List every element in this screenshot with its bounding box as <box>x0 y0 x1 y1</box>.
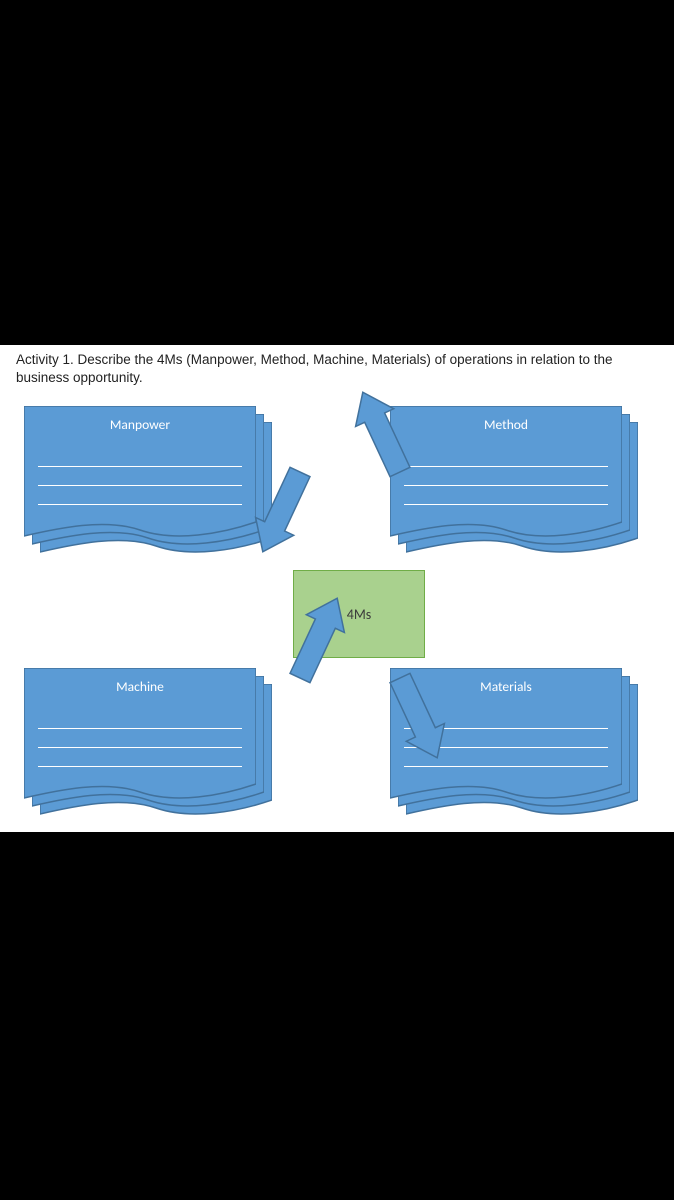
arrow-from-method <box>342 388 400 481</box>
activity-instruction: Activity 1. Describe the 4Ms (Manpower, … <box>16 351 658 387</box>
four-ms-diagram: 4Ms Manpower Method <box>0 400 674 832</box>
card-sheet: Manpower <box>24 406 256 540</box>
card-title-machine: Machine <box>24 678 256 695</box>
card-manpower: Manpower <box>24 406 272 556</box>
card-title-method: Method <box>390 416 622 433</box>
arrow-from-manpower <box>261 472 319 565</box>
card-lines <box>38 710 242 767</box>
card-sheet: Method <box>390 406 622 540</box>
card-lines <box>404 448 608 505</box>
card-machine: Machine <box>24 668 272 818</box>
card-method: Method <box>390 406 638 556</box>
content-area: Activity 1. Describe the 4Ms (Manpower, … <box>0 345 674 832</box>
card-lines <box>38 448 242 505</box>
card-sheet: Machine <box>24 668 256 802</box>
card-title-manpower: Manpower <box>24 416 256 433</box>
